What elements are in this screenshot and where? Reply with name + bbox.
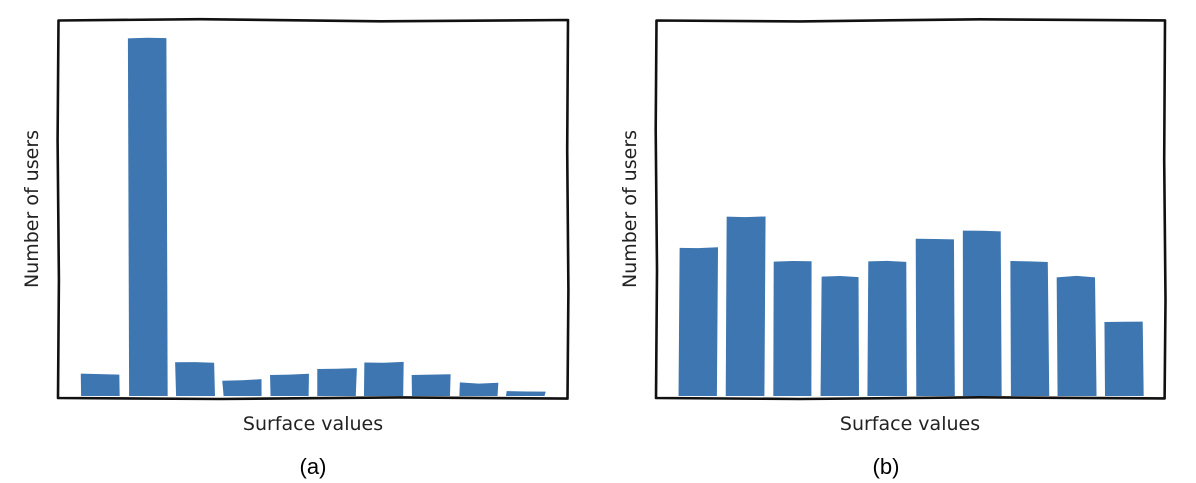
- x-axis-label-a: Surface values: [243, 413, 383, 435]
- bar-b-7: [962, 230, 1002, 396]
- y-axis-label-a: Number of users: [21, 130, 43, 288]
- bar-b-10: [1104, 321, 1144, 396]
- bar-a-4: [222, 379, 262, 396]
- bar-a-6: [317, 368, 357, 396]
- chart-panel-a: Surface values Number of users (a): [21, 17, 570, 479]
- bar-a-9: [459, 382, 499, 396]
- bar-a-2: [127, 37, 168, 396]
- bar-a-10: [505, 391, 546, 396]
- bar-b-9: [1056, 275, 1097, 396]
- bar-b-5: [867, 260, 907, 396]
- bar-a-8: [411, 374, 451, 396]
- plot-frame-a: [56, 17, 570, 401]
- bar-b-8: [1010, 261, 1050, 396]
- x-axis-label-b: Surface values: [840, 413, 980, 435]
- bar-b-4: [820, 276, 859, 396]
- bar-series-a: [80, 37, 546, 396]
- caption-b: (b): [873, 454, 900, 479]
- chart-panel-b: Surface values Number of users (b): [619, 18, 1167, 479]
- caption-a: (a): [300, 454, 327, 479]
- bar-b-1: [678, 247, 719, 396]
- bar-b-2: [725, 216, 766, 396]
- bar-b-3: [773, 261, 812, 396]
- plot-frame-b: [654, 18, 1167, 401]
- bar-a-3: [175, 362, 215, 396]
- bar-series-b: [678, 216, 1144, 396]
- bar-a-7: [363, 361, 404, 396]
- bar-a-1: [80, 373, 120, 396]
- y-axis-label-b: Number of users: [619, 130, 641, 288]
- bar-a-5: [270, 373, 309, 396]
- bar-b-6: [915, 238, 955, 396]
